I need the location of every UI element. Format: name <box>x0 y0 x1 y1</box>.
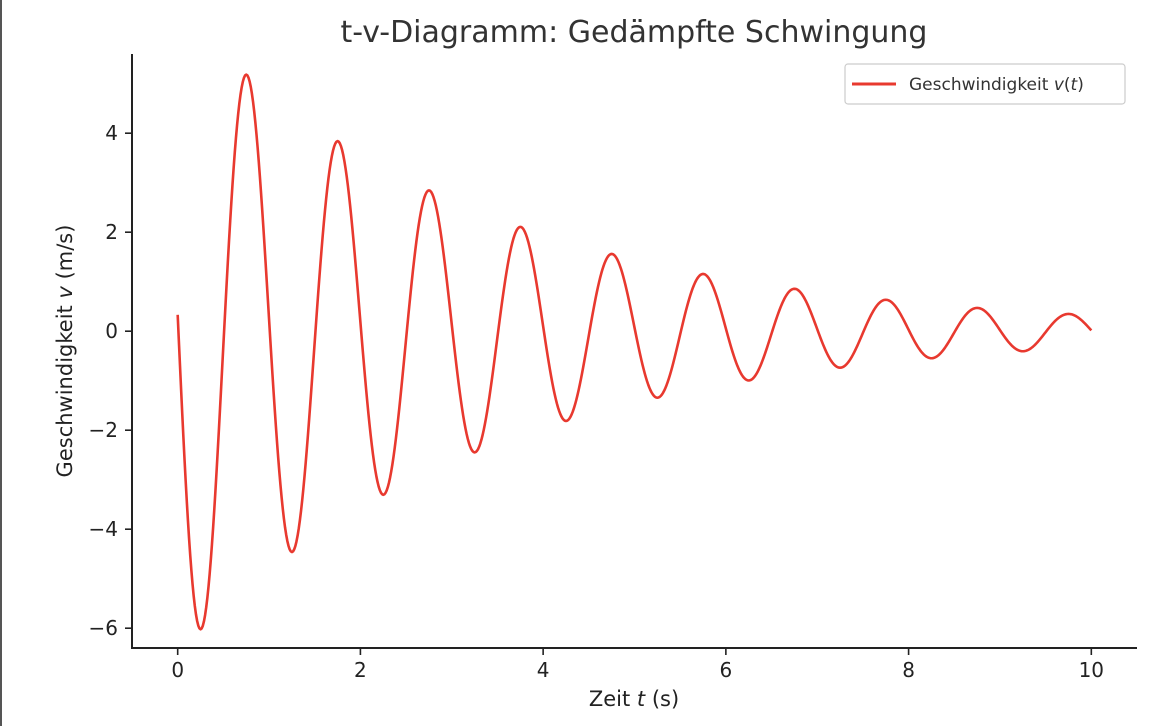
legend-entry-velocity: Geschwindigkeit v(t) <box>909 75 1084 95</box>
y-ticks: −6 −4 −2 0 2 4 <box>89 121 132 640</box>
y-tick-label: 2 <box>105 220 118 244</box>
y-axis-label: Geschwindigkeit v (m/s) <box>53 225 77 478</box>
legend-frame <box>844 63 1126 105</box>
x-ticks: 0 2 4 6 8 10 <box>171 648 1104 682</box>
x-tick-label: 8 <box>902 658 915 682</box>
y-tick-label: −6 <box>89 616 118 640</box>
legend: Geschwindigkeit v(t) <box>844 63 1126 105</box>
x-tick-label: 2 <box>354 658 367 682</box>
x-tick-label: 0 <box>171 658 184 682</box>
y-tick-label: 0 <box>105 319 118 343</box>
x-tick-label: 6 <box>719 658 732 682</box>
x-tick-label: 4 <box>537 658 550 682</box>
series-line-velocity <box>176 73 1093 631</box>
axes <box>131 54 1137 649</box>
y-tick-label: −4 <box>89 517 118 541</box>
x-tick-label: 10 <box>1079 658 1104 682</box>
y-tick-label: −2 <box>89 418 118 442</box>
x-axis-label: Zeit t (s) <box>589 687 679 711</box>
chart-title: t-v-Diagramm: Gedämpfte Schwingung <box>341 15 928 50</box>
y-tick-label: 4 <box>105 121 118 145</box>
window-left-border <box>0 0 2 726</box>
